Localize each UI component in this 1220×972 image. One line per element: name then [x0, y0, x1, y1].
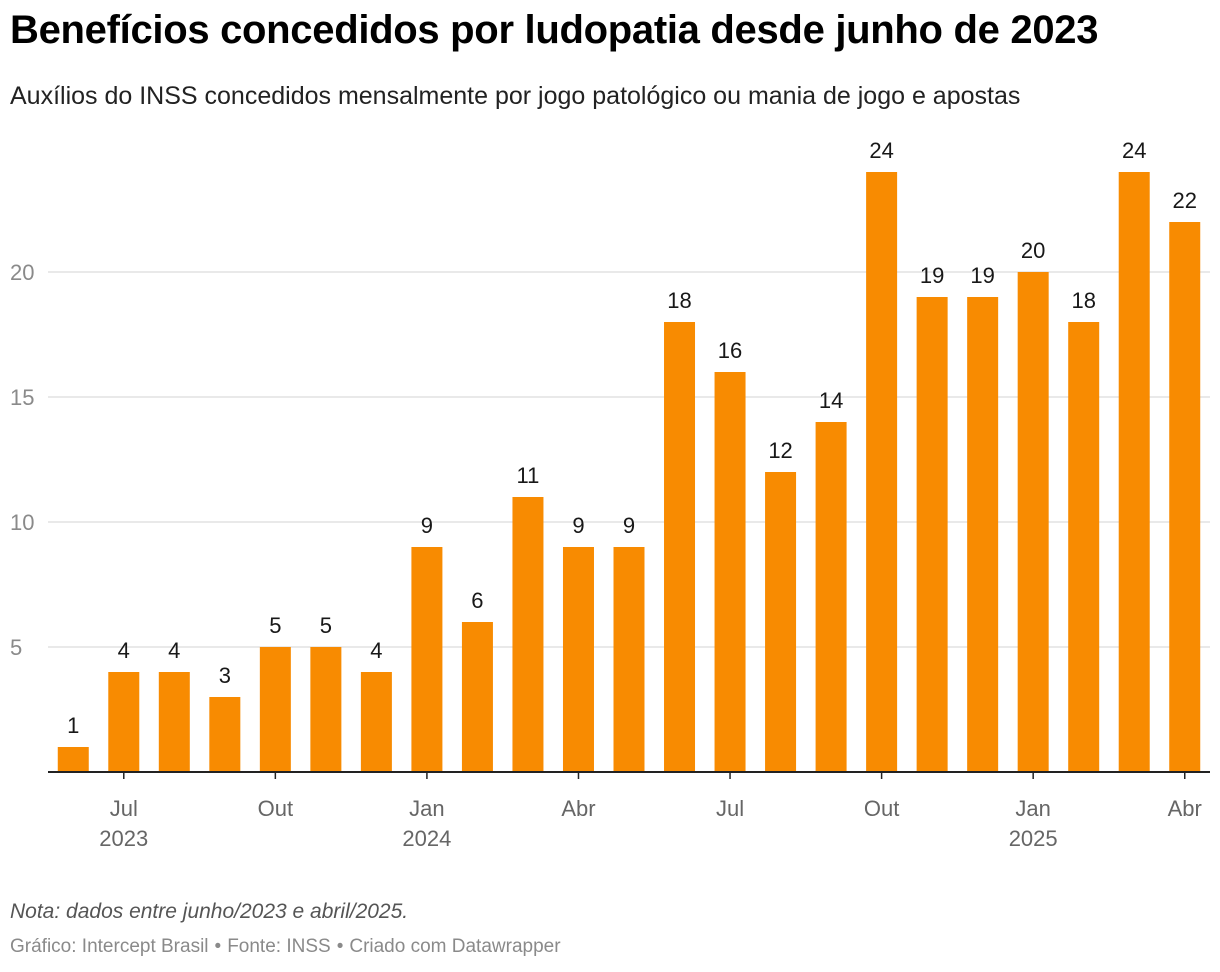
y-tick-label: 15: [10, 385, 34, 410]
bar-value-label: 3: [219, 663, 231, 688]
bar[interactable]: [866, 172, 898, 772]
bar-value-label: 24: [1122, 138, 1146, 163]
credit-tool[interactable]: Criado com Datawrapper: [349, 936, 561, 957]
chart-title: Benefícios concedidos por ludopatia desd…: [10, 8, 1099, 52]
bar[interactable]: [765, 472, 797, 772]
bar-value-label: 18: [667, 288, 691, 313]
bar[interactable]: [310, 647, 342, 772]
bar[interactable]: [57, 747, 89, 772]
bar[interactable]: [815, 422, 847, 772]
bar-value-label: 5: [269, 613, 281, 638]
bar[interactable]: [916, 297, 948, 772]
bar[interactable]: [967, 297, 999, 772]
y-tick-label: 5: [10, 635, 22, 660]
bar-value-label: 1: [67, 713, 79, 738]
bar[interactable]: [108, 672, 140, 772]
bar[interactable]: [613, 547, 645, 772]
bar-value-label: 9: [572, 513, 584, 538]
bar-value-label: 12: [768, 438, 792, 463]
bar-value-label: 19: [970, 263, 994, 288]
y-tick-label: 20: [10, 260, 34, 285]
credits: Gráfico: Intercept Brasil • Fonte: INSS • Cr…: [10, 936, 561, 958]
bar[interactable]: [1068, 322, 1100, 772]
bar[interactable]: [411, 547, 443, 772]
x-tick-year-label: 2025: [1009, 826, 1058, 851]
bar[interactable]: [714, 372, 746, 772]
bar-value-label: 9: [421, 513, 433, 538]
credit-separator: •: [336, 936, 344, 957]
bar-value-label: 4: [118, 638, 130, 663]
bar-value-label: 9: [623, 513, 635, 538]
bar-value-label: 22: [1172, 188, 1196, 213]
x-tick-label: Out: [258, 796, 293, 821]
bar-value-label: 11: [517, 463, 540, 488]
bar-value-label: 20: [1021, 238, 1045, 263]
bar-value-label: 6: [471, 588, 483, 613]
chart-subtitle: Auxílios do INSS concedidos mensalmente …: [10, 82, 1021, 110]
x-tick-year-label: 2024: [402, 826, 451, 851]
bar[interactable]: [1017, 272, 1049, 772]
x-tick-label: Abr: [1168, 796, 1202, 821]
bars: [57, 172, 1201, 772]
x-tick-label: Jul: [110, 796, 138, 821]
bar-value-label: 16: [718, 338, 742, 363]
bar-value-label: 5: [320, 613, 332, 638]
y-tick-label: 10: [10, 510, 34, 535]
x-tick-label: Jan: [409, 796, 444, 821]
credit-source: Fonte: INSS: [227, 936, 331, 957]
footnote: Nota: dados entre junho/2023 e abril/202…: [10, 900, 409, 923]
bar[interactable]: [664, 322, 696, 772]
bar[interactable]: [562, 547, 594, 772]
x-tick-label: Jan: [1015, 796, 1050, 821]
bar-value-label: 24: [869, 138, 893, 163]
credit-chart: Gráfico: Intercept Brasil: [10, 936, 209, 957]
bar-value-label: 14: [819, 388, 843, 413]
bar-value-label: 4: [370, 638, 382, 663]
x-tick-label: Jul: [716, 796, 744, 821]
bar-value-label: 18: [1071, 288, 1095, 313]
credit-separator: •: [214, 936, 222, 957]
x-tick-label: Abr: [561, 796, 595, 821]
bar-value-label: 19: [920, 263, 944, 288]
bar[interactable]: [259, 647, 291, 772]
bar[interactable]: [1169, 222, 1201, 772]
bar-value-label: 4: [168, 638, 180, 663]
axes: Jul 2023 Out Jan 2024 Abr Jul Out Jan 2025 Abr: [48, 771, 1210, 851]
bar[interactable]: [209, 697, 241, 772]
grid-lines: 5 10 15 20: [10, 260, 1210, 660]
x-tick-year-label: 2023: [99, 826, 148, 851]
bar[interactable]: [360, 672, 392, 772]
bar[interactable]: [158, 672, 190, 772]
x-tick-label: Out: [864, 796, 899, 821]
bar[interactable]: [512, 497, 544, 772]
bar[interactable]: [461, 622, 493, 772]
bar[interactable]: [1118, 172, 1150, 772]
